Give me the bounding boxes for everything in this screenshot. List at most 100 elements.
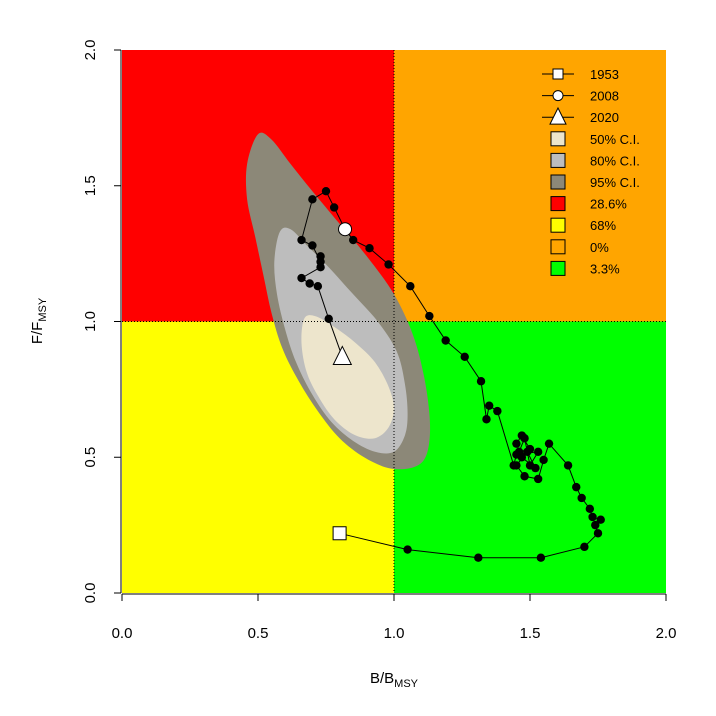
trajectory-point [544,439,554,448]
trajectory-point [539,455,548,465]
trajectory-point [520,472,529,481]
y-axis-title: F/FMSY [29,297,49,344]
y-tick-label: 0.5 [82,447,99,468]
y-tick-label: 1.0 [82,311,99,332]
trajectory-point [588,512,597,522]
trajectory-point [533,447,543,457]
quadrant-overfishing-not-overfished [394,50,666,322]
trajectory-point [493,406,502,416]
trajectory-point [509,461,518,470]
trajectory-point [316,263,325,272]
reference-line-layer [122,50,666,593]
trajectory-point [482,415,491,424]
legend-swatch [550,239,566,255]
x-tick-label: 1.5 [520,625,541,642]
trajectory-point [536,553,546,562]
trajectory-point [349,235,358,245]
trajectory-point [384,260,393,269]
x-axis-title: B/BMSY [370,670,419,690]
legend-label: 50% C.I. [590,132,640,147]
trajectory-point [297,273,306,283]
legend-label: 3.3% [590,261,620,276]
marker-1953 [332,526,347,541]
legend-label: 0% [590,240,609,255]
legend-entry-286: 28.6% [550,196,627,212]
trajectory-point [321,186,331,196]
marker-layer [332,222,353,541]
trajectory-point [520,434,529,443]
trajectory-point [308,195,317,204]
legend-circle-symbol [552,90,564,102]
legend-entry-68: 68% [550,217,616,233]
trajectory-point [460,352,469,361]
legend-swatch [550,260,566,276]
marker-2008 [338,222,353,237]
y-tick-label: 2.0 [82,40,99,61]
trajectory-layer [297,186,605,562]
x-axis-title-sub: MSY [394,678,419,690]
trajectory-point [563,461,573,470]
trajectory-point [577,493,586,503]
trajectory-point [313,282,323,291]
trajectory-point [512,439,521,448]
axis-layer: 0.0 0.5 1.0 1.5 2.0 0.0 0.5 1.0 1.5 2.0 [82,40,676,642]
trajectory-point [525,444,535,454]
ci-region-50 [301,315,394,439]
legend-entry-80CI: 80% C.I. [550,152,640,168]
legend-label: 95% C.I. [590,175,640,190]
x-axis-title-main: B/B [370,670,394,687]
trajectory-point [406,282,415,291]
trajectory-point [596,515,605,524]
trajectory-point [474,553,483,562]
legend-entry-0: 0% [550,239,609,255]
trajectory-point [297,235,306,245]
legend-entry-2020: 2020 [542,106,619,125]
legend-entry-33: 3.3% [550,260,620,276]
legend-swatch [550,131,566,147]
trajectory-point [512,450,521,459]
legend-square-symbol [552,68,564,80]
trajectory-point [441,336,450,345]
legend-swatch [550,217,566,233]
trajectory-point [476,377,486,386]
legend-label: 2008 [590,89,619,104]
x-tick-label: 0.0 [112,625,133,642]
legend-swatch [550,152,566,168]
trajectory-point [308,241,317,250]
trajectory-point [425,311,434,321]
trajectory-point [593,529,603,538]
trajectory-point [305,279,314,288]
trajectory-point [485,401,494,410]
trajectory-point [329,203,339,212]
trajectory-point [324,314,333,323]
trajectory-point [365,243,374,253]
legend-label: 1953 [590,67,619,82]
legend: 1953 2008 2020 50% C.I. 80% C.I. 95% C.I. 28.6… [542,67,640,276]
y-axis-title-main: F/F [29,322,46,345]
quadrant-layer [122,50,666,593]
x-tick-label: 0.5 [248,625,269,642]
marker-2020 [332,345,353,366]
legend-swatch [550,196,566,212]
legend-entry-50CI: 50% C.I. [550,131,640,147]
trajectory-point [525,461,535,470]
legend-entry-95CI: 95% C.I. [550,174,640,190]
trajectory-point [316,252,325,261]
legend-entry-1953: 1953 [542,67,619,82]
legend-triangle-symbol [549,106,567,125]
x-tick-label: 1.0 [384,625,405,642]
legend-label: 28.6% [590,197,627,212]
trajectory-point [572,482,581,492]
trajectory-point [533,474,543,484]
trajectory-point [403,545,412,554]
legend-label: 80% C.I. [590,153,640,168]
legend-label: 68% [590,218,616,233]
y-axis-title-sub: MSY [37,297,49,322]
legend-swatch [550,174,566,190]
x-tick-label: 2.0 [656,625,677,642]
y-tick-label: 1.5 [82,175,99,196]
legend-entry-2008: 2008 [542,89,619,104]
legend-label: 2020 [590,110,619,125]
trajectory-point [580,542,589,552]
